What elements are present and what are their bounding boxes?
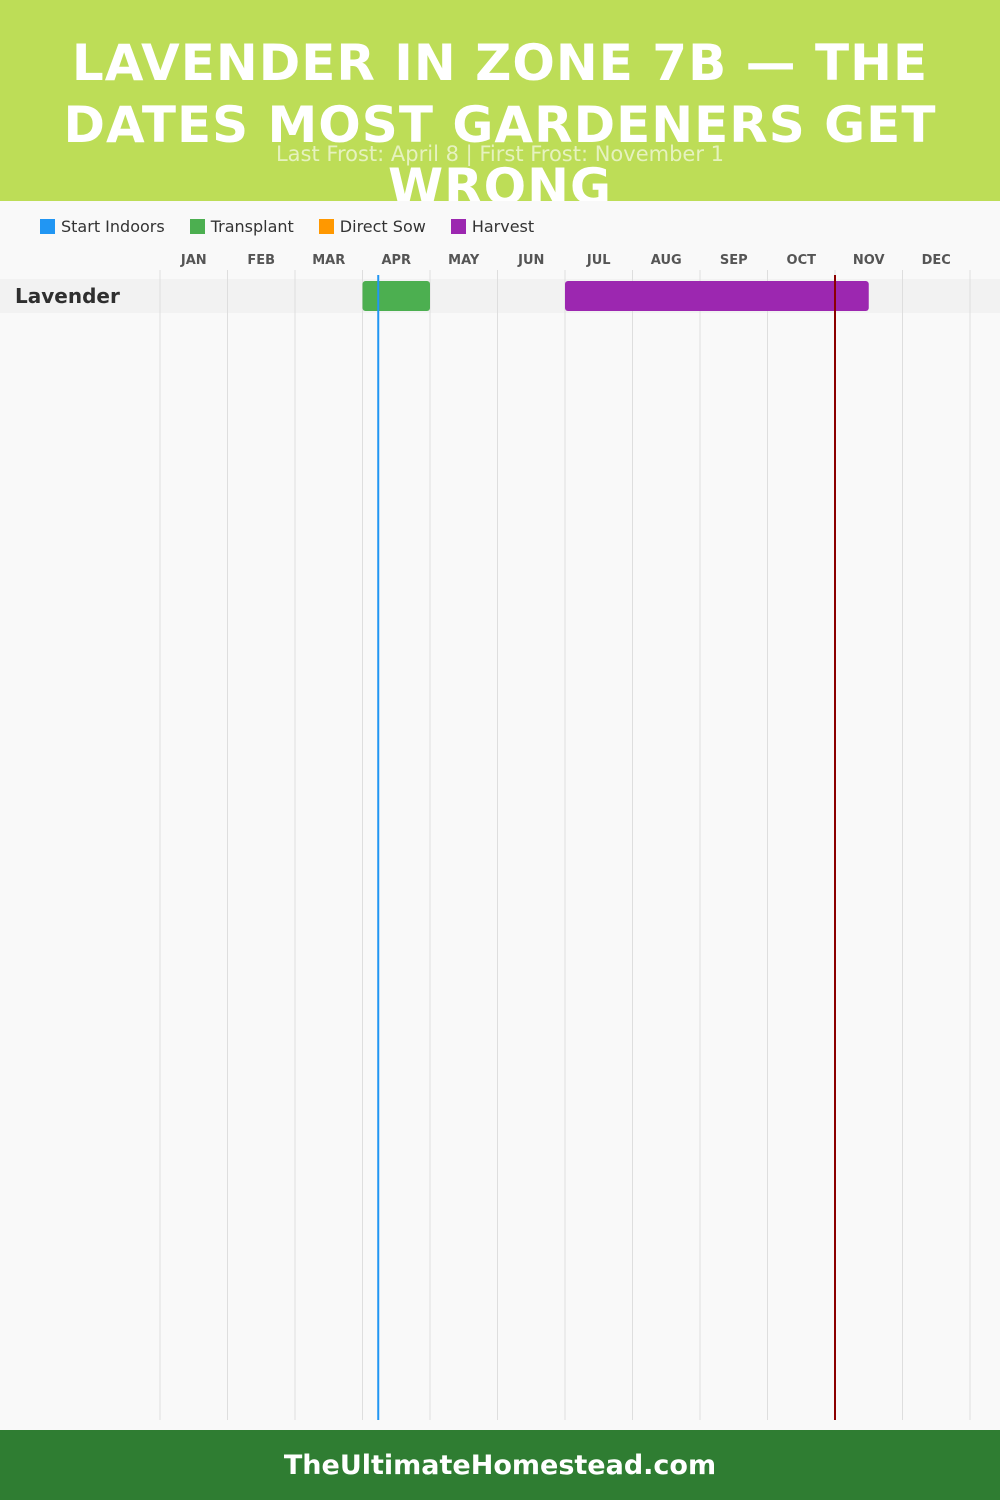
legend-item-harvest: Harvest (450, 216, 535, 236)
legend-item-transplant: Transplant (189, 216, 294, 236)
footer-banner: TheUltimateHomestead.com (0, 1430, 1000, 1500)
legend-swatch (318, 218, 334, 234)
legend-label: Start Indoors (61, 216, 165, 236)
month-label-mar: MAR (312, 253, 345, 268)
month-label-jan: JAN (180, 253, 207, 268)
month-label-apr: APR (381, 253, 411, 268)
phase-bar-harvest (565, 281, 869, 311)
legend-label: Harvest (471, 216, 535, 236)
month-label-dec: DEC (922, 253, 951, 268)
month-label-oct: OCT (787, 253, 817, 268)
legend-label: Transplant (210, 216, 294, 236)
legend-item-direct-sow: Direct Sow (318, 216, 426, 236)
page-title: LAVENDER IN ZONE 7B — THE DATES MOST GAR… (63, 34, 937, 201)
phase-bar-transplant (362, 281, 430, 311)
month-label-nov: NOV (853, 253, 885, 268)
frost-dates-subtitle: Last Frost: April 8 | First Frost: Novem… (275, 142, 725, 166)
month-label-jun: JUN (517, 253, 544, 268)
month-label-feb: FEB (247, 253, 275, 268)
month-label-sep: SEP (720, 253, 748, 268)
site-url[interactable]: TheUltimateHomestead.com (283, 1449, 717, 1481)
month-label-may: MAY (448, 253, 480, 268)
legend-swatch (189, 218, 205, 234)
month-label-aug: AUG (651, 253, 682, 268)
chart-legend: Start Indoors Transplant Direct Sow Harv… (40, 214, 559, 238)
crop-label: Lavender (15, 284, 120, 308)
month-label-jul: JUL (586, 253, 611, 268)
header-banner: LAVENDER IN ZONE 7B — THE DATES MOST GAR… (0, 0, 1000, 201)
legend-swatch (40, 218, 55, 234)
legend-item-start-indoors: Start Indoors (40, 217, 165, 236)
legend-label: Direct Sow (339, 216, 426, 236)
legend-swatch (450, 218, 466, 234)
